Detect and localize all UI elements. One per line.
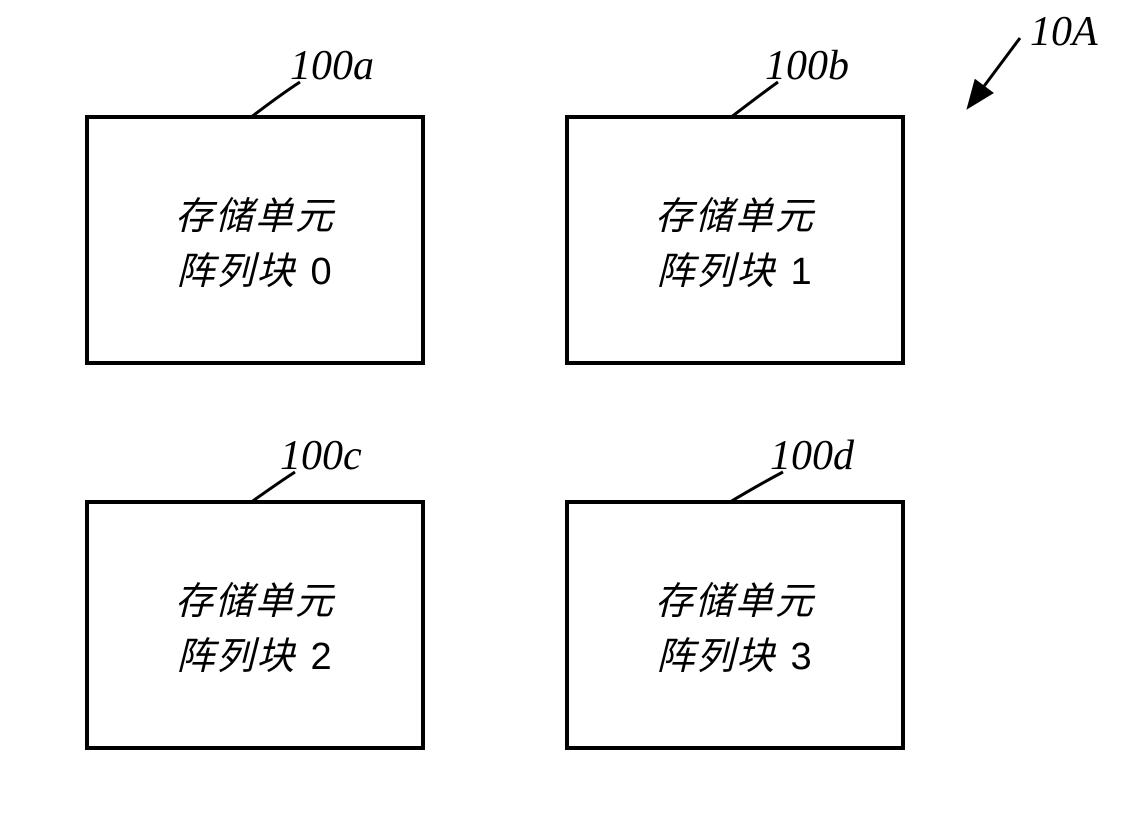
block-b-line2-prefix: 阵列块: [656, 240, 776, 295]
block-d-number: 3: [790, 636, 813, 679]
block-c-line2-prefix: 阵列块: [176, 625, 296, 680]
block-c-line2: 阵列块 2: [176, 625, 333, 680]
block-d-line1: 存储单元: [655, 570, 815, 625]
block-b: 存储单元 阵列块 1: [565, 115, 905, 365]
block-a-number: 0: [310, 251, 333, 294]
block-c: 存储单元 阵列块 2: [85, 500, 425, 750]
block-d-line2: 阵列块 3: [656, 625, 813, 680]
block-d-line2-prefix: 阵列块: [656, 625, 776, 680]
figure-arrow: [940, 20, 1040, 130]
block-b-line1: 存储单元: [655, 185, 815, 240]
block-a-line2: 阵列块 0: [176, 240, 333, 295]
block-b-number: 1: [790, 251, 813, 294]
block-d: 存储单元 阵列块 3: [565, 500, 905, 750]
block-a: 存储单元 阵列块 0: [85, 115, 425, 365]
block-c-number: 2: [310, 636, 333, 679]
block-a-line2-prefix: 阵列块: [176, 240, 296, 295]
block-a-line1: 存储单元: [175, 185, 335, 240]
block-c-line1: 存储单元: [175, 570, 335, 625]
figure-label: 10A: [1030, 8, 1098, 56]
block-b-line2: 阵列块 1: [656, 240, 813, 295]
